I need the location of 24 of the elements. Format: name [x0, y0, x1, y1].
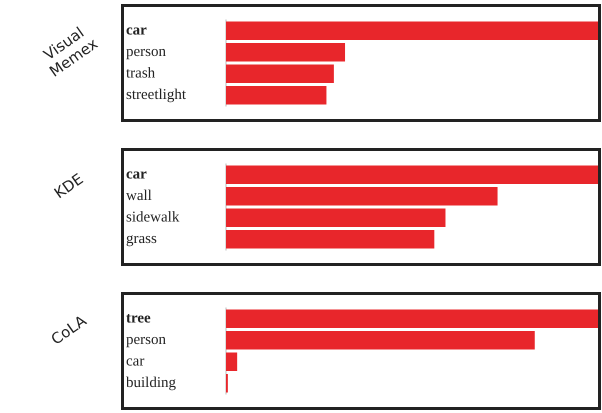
y-tick-label: car	[126, 166, 148, 183]
y-axis-title: KDE	[50, 168, 88, 204]
bar	[226, 166, 598, 184]
y-tick-label: building	[126, 375, 176, 392]
bar	[226, 208, 446, 227]
y-tick-label: person	[126, 332, 166, 348]
bar	[226, 230, 434, 248]
bar	[226, 22, 598, 40]
y-tick-label: streetlight	[126, 87, 187, 104]
y-tick-label: grass	[126, 231, 157, 248]
bar	[226, 64, 334, 83]
bar	[226, 310, 598, 328]
bar	[226, 187, 498, 206]
bar	[226, 331, 535, 350]
y-tick-label: car	[126, 22, 148, 39]
y-tick-label: tree	[126, 310, 152, 327]
y-tick-label: wall	[126, 188, 152, 204]
bar	[226, 43, 346, 62]
y-tick-label: person	[126, 44, 166, 60]
y-tick-label: car	[126, 354, 144, 370]
y-tick-label: sidewalk	[126, 210, 180, 226]
y-tick-label: trash	[126, 66, 156, 82]
bar	[226, 352, 238, 371]
bar	[226, 86, 326, 104]
